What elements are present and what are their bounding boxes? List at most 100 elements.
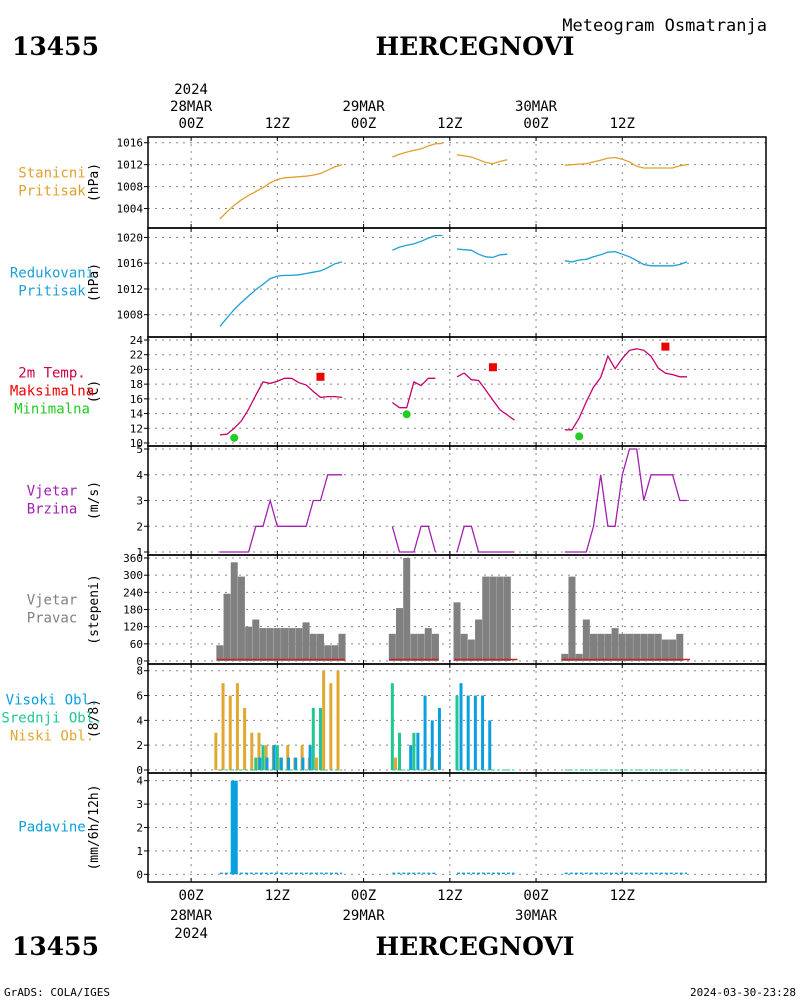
temp-max-marker [316,372,325,381]
direction-bar [482,576,490,661]
time-tick-label-bottom: 00Z [178,888,203,904]
cloud-bar [473,695,477,770]
direction-bar [496,576,504,661]
series-line [564,448,687,553]
direction-bar [237,576,245,661]
panel-label: Vjetar [27,593,78,609]
direction-bar [475,619,483,661]
cloud-bar [390,683,394,770]
y-tick-label: 0 [136,764,143,777]
direction-bar [453,602,461,661]
direction-bar [396,608,404,661]
direction-bar [295,628,303,661]
cloud-bar [275,745,279,770]
direction-bar [266,628,274,661]
direction-bar [252,619,260,661]
direction-bar [316,633,324,661]
station-name-bottom: HERCEGNOVI [375,932,574,961]
series-line [219,164,343,220]
cloud-bar [455,695,459,770]
series-line [564,250,688,267]
cloud-bar [336,670,340,770]
panel-label: Padavine [18,820,85,836]
cloud-bar [314,757,318,770]
direction-bar [331,645,339,661]
temp-max-marker [488,363,497,372]
temp-min-marker [402,410,411,419]
series-line [219,474,342,553]
y-tick-label: 4 [136,714,143,727]
series-line [219,377,343,436]
panel-label: Pritisak [18,284,86,300]
time-tick-label-top: 12Z [610,116,635,132]
direction-bar [568,576,576,661]
station-id-top: 13455 [12,32,99,61]
direction-bar [625,633,633,661]
cloud-bar [235,683,239,770]
panel-label: Brzina [27,502,78,518]
direction-bar [654,633,662,661]
panel-label: Pravac [27,611,78,627]
y-tick-label: 1020 [117,231,144,244]
direction-bar [309,633,317,661]
cloud-bar [488,720,492,770]
panel-label: Niski Obl. [10,729,94,745]
panel-frame [147,336,767,447]
direction-bar [647,633,655,661]
cloud-bar [412,732,416,770]
y-tick-label: 1 [136,845,143,858]
series-line [456,372,515,421]
direction-bar [503,576,511,661]
date-label-top: 28MAR [170,99,213,115]
series-line [391,525,437,553]
direction-bar [575,653,583,661]
direction-bar [467,639,475,661]
cloud-bar [322,670,326,770]
series-line [392,234,443,251]
cloud-bar [466,695,470,770]
cloud-bar [394,757,398,770]
cloud-bar [481,695,485,770]
series-line [456,248,508,259]
y-tick-label: 4 [136,469,143,482]
direction-bar [669,639,677,661]
cloud-bar [459,683,463,770]
year-label-bottom: 2024 [174,926,208,942]
plot-layer: 00Z 00Z 12Z 12Z 00Z 00Z 12Z 12Z 00Z 00Z 12Z 12Z 28MA… [1,82,767,942]
y-tick-label: 240 [123,586,143,599]
y-axis-label: (mm/6h/12h) [87,784,102,870]
y-tick-label: 18 [130,378,143,391]
panel-label: Redukovani [10,266,94,282]
direction-bar [403,558,411,661]
cloud-bar [265,757,269,770]
y-tick-label: 1016 [117,137,144,150]
y-tick-label: 5 [136,443,143,456]
time-tick-label-top: 12Z [265,116,290,132]
cloud-bar [254,757,258,770]
panel-frame [147,227,767,338]
y-tick-label: 22 [130,349,143,362]
cloud-bar [214,732,218,770]
time-tick-label-bottom: 12Z [610,888,635,904]
cloud-bar [409,745,413,770]
temp-min-marker [230,433,239,442]
y-tick-label: 16 [130,393,143,406]
series-line [456,154,508,165]
panel-label: Vjetar [27,484,78,500]
y-axis-label: (8/8) [87,699,102,738]
y-axis-label: (C) [87,380,102,403]
series-line [564,156,688,169]
cloud-bar [416,732,420,770]
cloud-bar [243,707,247,770]
direction-bar [223,593,231,661]
date-label-top: 29MAR [343,99,386,115]
direction-bar [640,633,648,661]
y-tick-label: 60 [130,638,143,651]
year-label-top: 2024 [174,82,208,98]
direction-bar [431,633,439,661]
cloud-bar [437,707,441,770]
cloud-bar [287,757,291,770]
direction-bar [460,633,468,661]
y-tick-label: 360 [123,552,143,565]
